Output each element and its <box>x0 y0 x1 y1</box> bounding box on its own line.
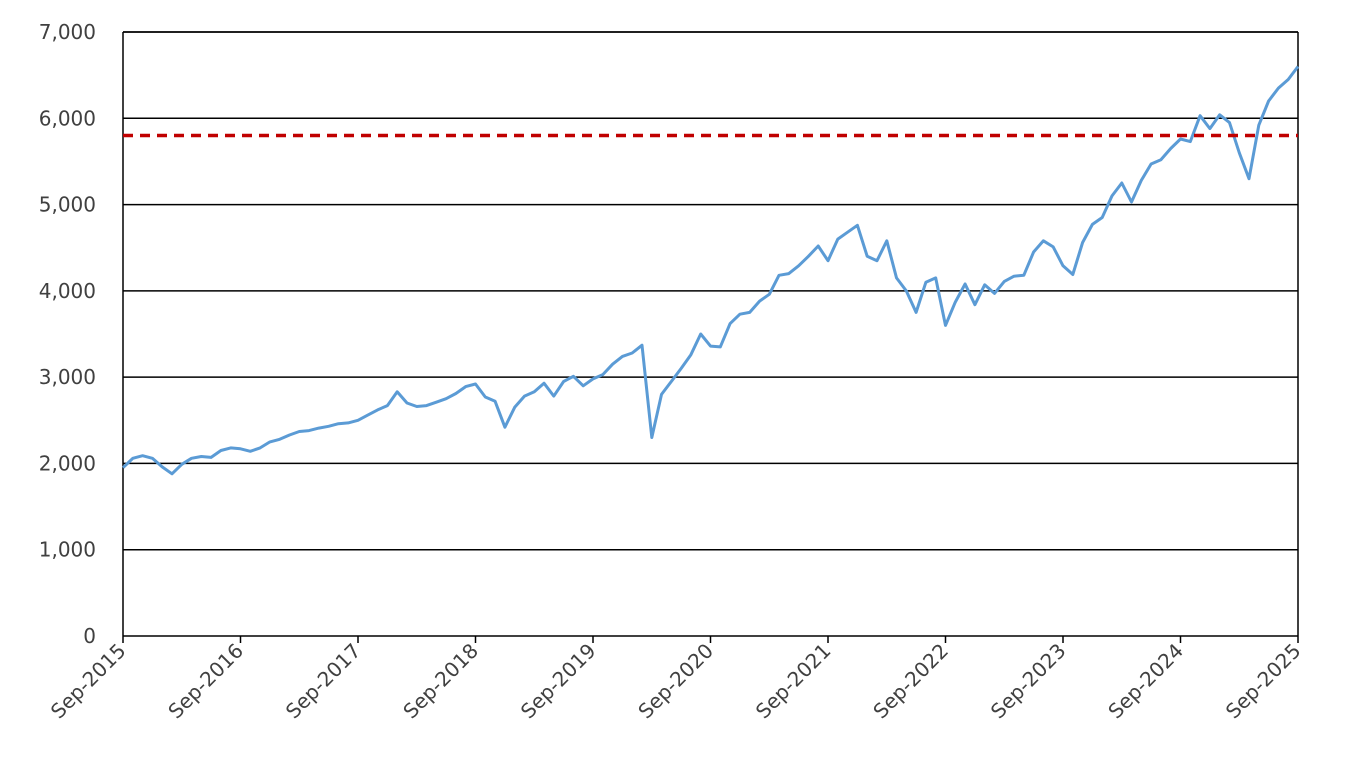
series-line <box>121 65 1300 476</box>
x-tick-label: Sep-2015 <box>46 639 131 724</box>
y-tick-label: 3,000 <box>39 365 96 389</box>
x-tick-label: Sep-2020 <box>633 639 718 724</box>
y-tick-label: 7,000 <box>39 20 96 44</box>
x-tick-label: Sep-2025 <box>1221 639 1306 724</box>
y-tick-label: 6,000 <box>39 106 96 130</box>
x-tick-label: Sep-2019 <box>516 639 601 724</box>
y-tick-label: 1,000 <box>39 538 96 562</box>
y-tick-label: 4,000 <box>39 279 96 303</box>
y-tick-label: 5,000 <box>39 193 96 217</box>
x-tick-label: Sep-2022 <box>868 639 953 724</box>
series-group <box>121 65 1300 476</box>
x-tick-label: Sep-2024 <box>1103 639 1188 724</box>
x-tick-label: Sep-2018 <box>398 639 483 724</box>
y-tick-label: 2,000 <box>39 451 96 475</box>
y-axis-tick-labels: 0 1,000 2,000 3,000 4,000 5,000 6,000 7,000 <box>39 20 96 648</box>
x-tick-label: Sep-2017 <box>281 639 366 724</box>
y-tick-label: 0 <box>83 624 96 648</box>
x-tick-label: Sep-2021 <box>751 639 836 724</box>
gridlines <box>123 31 1298 551</box>
x-tick-label: Sep-2023 <box>986 639 1071 724</box>
x-tick-label: Sep-2016 <box>163 639 248 724</box>
